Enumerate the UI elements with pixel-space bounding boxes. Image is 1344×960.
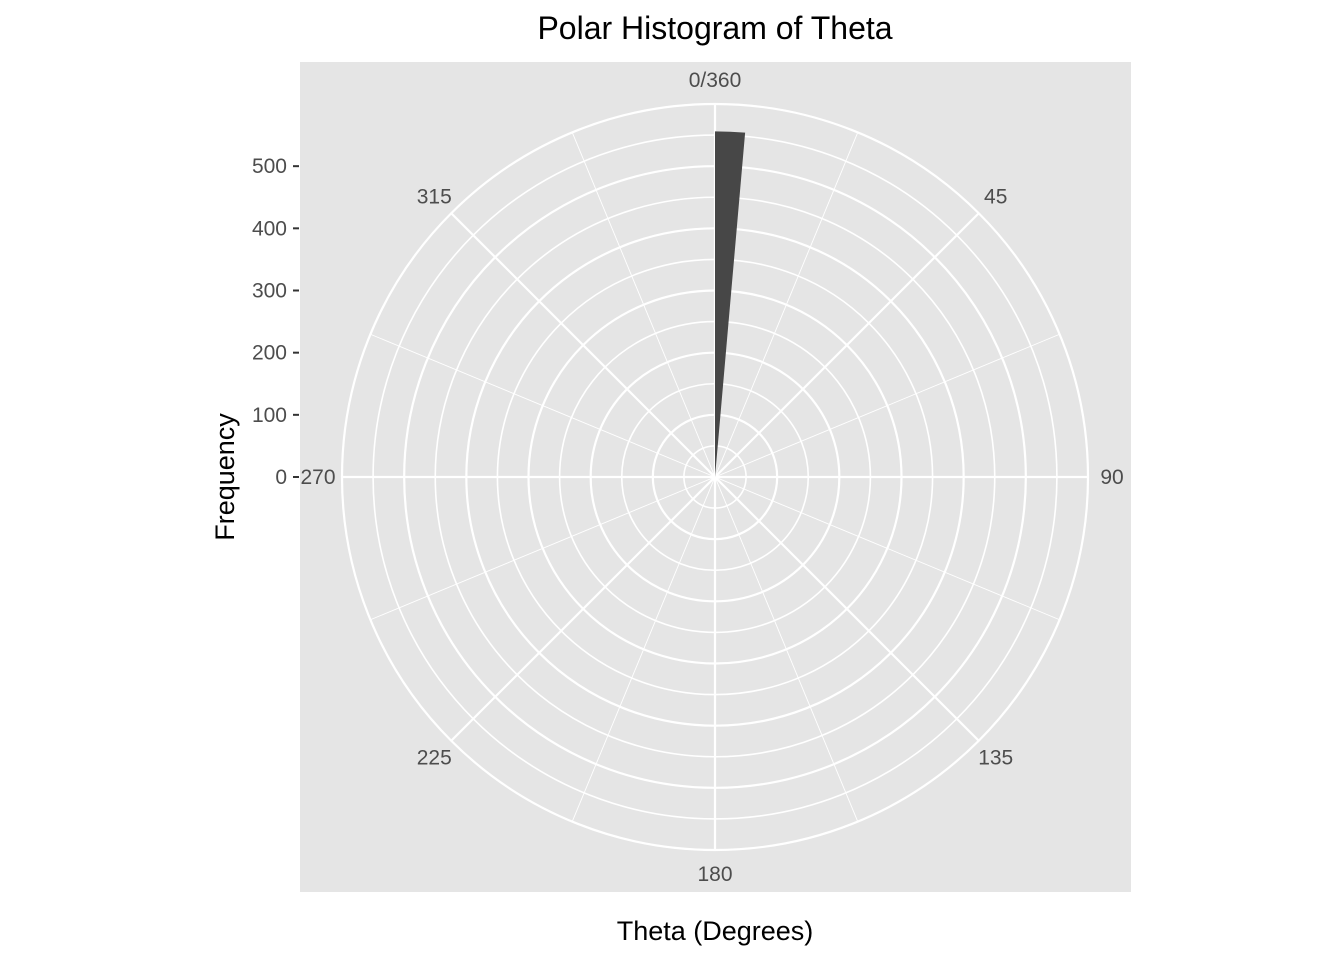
histogram-bar	[715, 131, 746, 477]
major-theta-gridline	[450, 476, 716, 742]
theta-tick-label: 135	[978, 747, 1013, 770]
x-axis-title: Theta (Degrees)	[617, 916, 814, 946]
theta-tick-label: 180	[697, 863, 732, 886]
r-tick-label: 100	[252, 404, 287, 427]
chart-title: Polar Histogram of Theta	[537, 10, 892, 46]
theta-tick-label: 90	[1100, 466, 1123, 489]
r-tick-label: 500	[252, 155, 287, 178]
theta-tick-label: 0/360	[689, 69, 742, 92]
major-theta-gridline	[714, 212, 980, 478]
major-theta-gridline	[450, 212, 716, 478]
theta-tick-labels: 0/360 45 90 135 180 225 270 315	[300, 69, 1123, 886]
theta-tick-label: 315	[417, 185, 452, 208]
histogram-bars	[715, 131, 746, 477]
frequency-axis: 0 100 200 300 400 500	[252, 155, 299, 489]
theta-tick-label: 225	[417, 747, 452, 770]
theta-tick-label: 270	[300, 466, 335, 489]
r-tick-label: 400	[252, 217, 287, 240]
polar-grid	[340, 102, 1090, 852]
r-tick-label: 200	[252, 342, 287, 365]
theta-tick-label: 45	[984, 185, 1007, 208]
r-tick-label: 300	[252, 280, 287, 303]
major-theta-gridline	[714, 476, 980, 742]
r-tick-label: 0	[275, 466, 287, 489]
y-axis-title: Frequency	[210, 413, 240, 541]
